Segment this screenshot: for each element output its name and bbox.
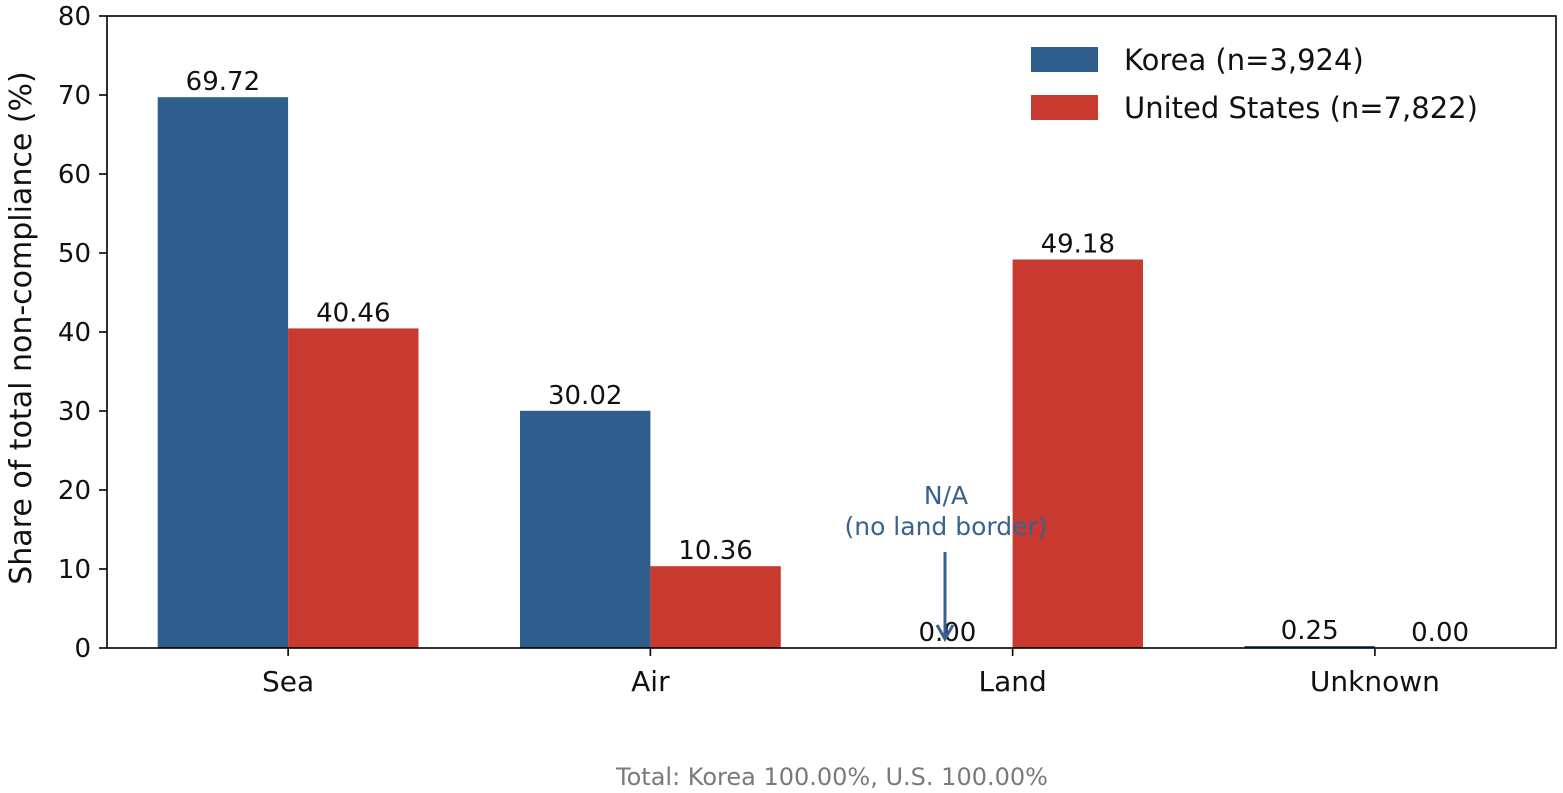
bar-korea-air <box>520 410 651 648</box>
annotation-layer: N/A (no land border) <box>844 481 1048 643</box>
x-axis: Sea Air Land Unknown <box>262 648 1440 698</box>
value-label-united-states-unknown: 0.00 <box>1411 618 1469 648</box>
x-tick-label-unknown: Unknown <box>1310 665 1440 698</box>
y-axis-label: Share of total non-compliance (%) <box>4 71 39 585</box>
y-tick-label: 80 <box>58 2 91 32</box>
legend-swatch-korea <box>1031 47 1098 72</box>
y-tick-label: 70 <box>58 81 91 111</box>
y-tick-label: 0 <box>74 634 91 664</box>
value-label-united-states-land: 49.18 <box>1041 230 1115 260</box>
legend-label-korea: Korea (n=3,924) <box>1124 43 1364 77</box>
y-axis: 0 10 20 30 40 50 60 70 80 <box>58 2 107 664</box>
footnote: Total: Korea 100.00%, U.S. 100.00% <box>615 763 1048 791</box>
plot-frame <box>106 15 1557 649</box>
y-tick-label: 10 <box>58 555 91 585</box>
y-tick-label: 40 <box>58 318 91 348</box>
y-tick-label: 60 <box>58 160 91 190</box>
legend-swatch-united-states <box>1031 95 1098 120</box>
value-label-korea-unknown: 0.25 <box>1281 616 1339 646</box>
value-label-korea-air: 30.02 <box>548 381 622 411</box>
legend: Korea (n=3,924) United States (n=7,822) <box>1031 43 1478 125</box>
bar-united-states-air <box>650 566 781 648</box>
bar-korea-sea <box>157 97 289 648</box>
annotation-line-1: N/A <box>924 481 968 510</box>
legend-label-united-states: United States (n=7,822) <box>1124 91 1478 125</box>
bar-korea-unknown <box>1244 646 1375 648</box>
annotation-arrow-head <box>935 624 955 643</box>
y-tick-label: 50 <box>58 239 91 269</box>
x-tick-label-air: Air <box>631 665 670 698</box>
bar-united-states-sea <box>288 328 419 648</box>
y-tick-label: 20 <box>58 476 91 506</box>
value-label-united-states-air: 10.36 <box>678 536 752 566</box>
x-tick-label-land: Land <box>978 665 1046 698</box>
bar-united-states-land <box>1012 259 1143 648</box>
x-tick-label-sea: Sea <box>262 665 314 698</box>
value-label-united-states-sea: 40.46 <box>316 298 390 328</box>
annotation-line-2: (no land border) <box>844 512 1047 541</box>
y-tick-label: 30 <box>58 397 91 427</box>
bars-layer <box>157 97 1375 648</box>
value-label-korea-sea: 69.72 <box>186 67 260 97</box>
